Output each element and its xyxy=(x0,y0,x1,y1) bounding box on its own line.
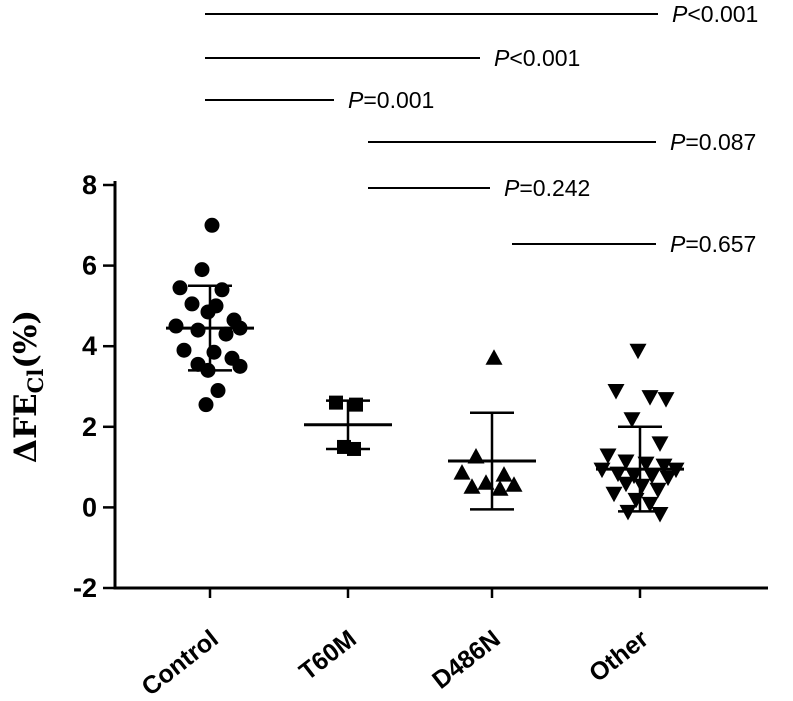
data-point-triangle-down xyxy=(599,448,617,465)
data-point-triangle-up xyxy=(463,478,481,494)
data-point-triangle-up xyxy=(505,476,523,492)
category-label-other: Other xyxy=(584,625,654,688)
data-point-circle xyxy=(206,344,222,360)
data-point-triangle-down xyxy=(641,496,659,513)
data-point-triangle-down xyxy=(649,482,667,499)
data-point-triangle-down xyxy=(625,468,643,485)
data-point-triangle-down xyxy=(641,390,659,406)
p-value-label: P=0.087 xyxy=(670,129,756,155)
data-point-circle xyxy=(176,342,192,358)
data-point-triangle-down xyxy=(605,486,623,503)
data-point-circle xyxy=(200,304,216,320)
category-label-d486n: D486N xyxy=(427,625,506,695)
data-point-triangle-down xyxy=(655,458,673,475)
group-other xyxy=(593,343,685,523)
y-tick-label: 2 xyxy=(82,412,97,442)
data-point-circle xyxy=(194,262,210,278)
data-point-triangle-down xyxy=(637,456,655,473)
data-point-triangle-down xyxy=(607,384,625,400)
p-value-label: P=0.242 xyxy=(504,175,590,201)
data-point-triangle-down xyxy=(633,478,651,495)
data-point-triangle-down xyxy=(657,392,675,408)
data-point-triangle-up xyxy=(467,448,485,464)
data-point-triangle-down xyxy=(617,476,635,493)
data-point-square xyxy=(329,395,343,410)
data-point-triangle-down xyxy=(609,466,627,483)
data-point-circle xyxy=(232,358,248,374)
data-point-triangle-down xyxy=(651,506,669,523)
p-value-label: P<0.001 xyxy=(494,45,580,71)
data-point-circle xyxy=(210,383,226,399)
group-t60m xyxy=(304,395,392,456)
category-label-control: Control xyxy=(136,625,223,701)
data-point-circle xyxy=(184,296,200,312)
group-control xyxy=(166,217,254,413)
data-point-circle xyxy=(198,397,214,413)
data-point-triangle-down xyxy=(627,492,645,509)
data-point-triangle-down xyxy=(643,468,661,485)
data-point-triangle-down xyxy=(619,504,637,521)
data-point-triangle-up xyxy=(477,474,495,490)
p-value-label: P=0.657 xyxy=(670,231,756,257)
data-point-circle xyxy=(232,320,248,336)
data-point-circle xyxy=(190,322,206,338)
data-point-triangle-up xyxy=(453,464,471,480)
y-tick-label: 4 xyxy=(82,331,97,361)
data-point-triangle-up xyxy=(491,480,509,496)
data-point-circle xyxy=(172,280,188,296)
data-point-triangle-down xyxy=(659,470,677,487)
p-value-label: P<0.001 xyxy=(672,1,758,27)
data-point-circle xyxy=(214,282,230,298)
data-point-triangle-down xyxy=(623,412,641,428)
data-point-circle xyxy=(200,362,216,378)
data-point-triangle-down xyxy=(667,462,685,479)
p-value-label: P=0.001 xyxy=(348,87,434,113)
data-point-circle xyxy=(204,217,220,233)
data-point-triangle-down xyxy=(629,343,647,360)
category-label-t60m: T60M xyxy=(294,625,362,686)
data-point-triangle-down xyxy=(651,436,669,452)
data-point-triangle-up xyxy=(495,466,513,482)
data-point-square xyxy=(347,441,361,456)
y-tick-label: 0 xyxy=(82,492,97,522)
data-point-triangle-down xyxy=(593,462,611,479)
y-tick-label: -2 xyxy=(73,573,97,603)
data-point-circle xyxy=(218,326,234,342)
y-tick-label: 6 xyxy=(82,251,97,281)
data-point-square xyxy=(349,397,363,412)
data-point-circle xyxy=(168,318,184,334)
data-point-triangle-up xyxy=(485,349,503,365)
data-point-triangle-down xyxy=(617,454,635,471)
y-axis-title: ΔFECl(%) xyxy=(8,310,48,463)
group-d486n xyxy=(448,349,536,511)
y-tick-label: 8 xyxy=(82,170,97,200)
